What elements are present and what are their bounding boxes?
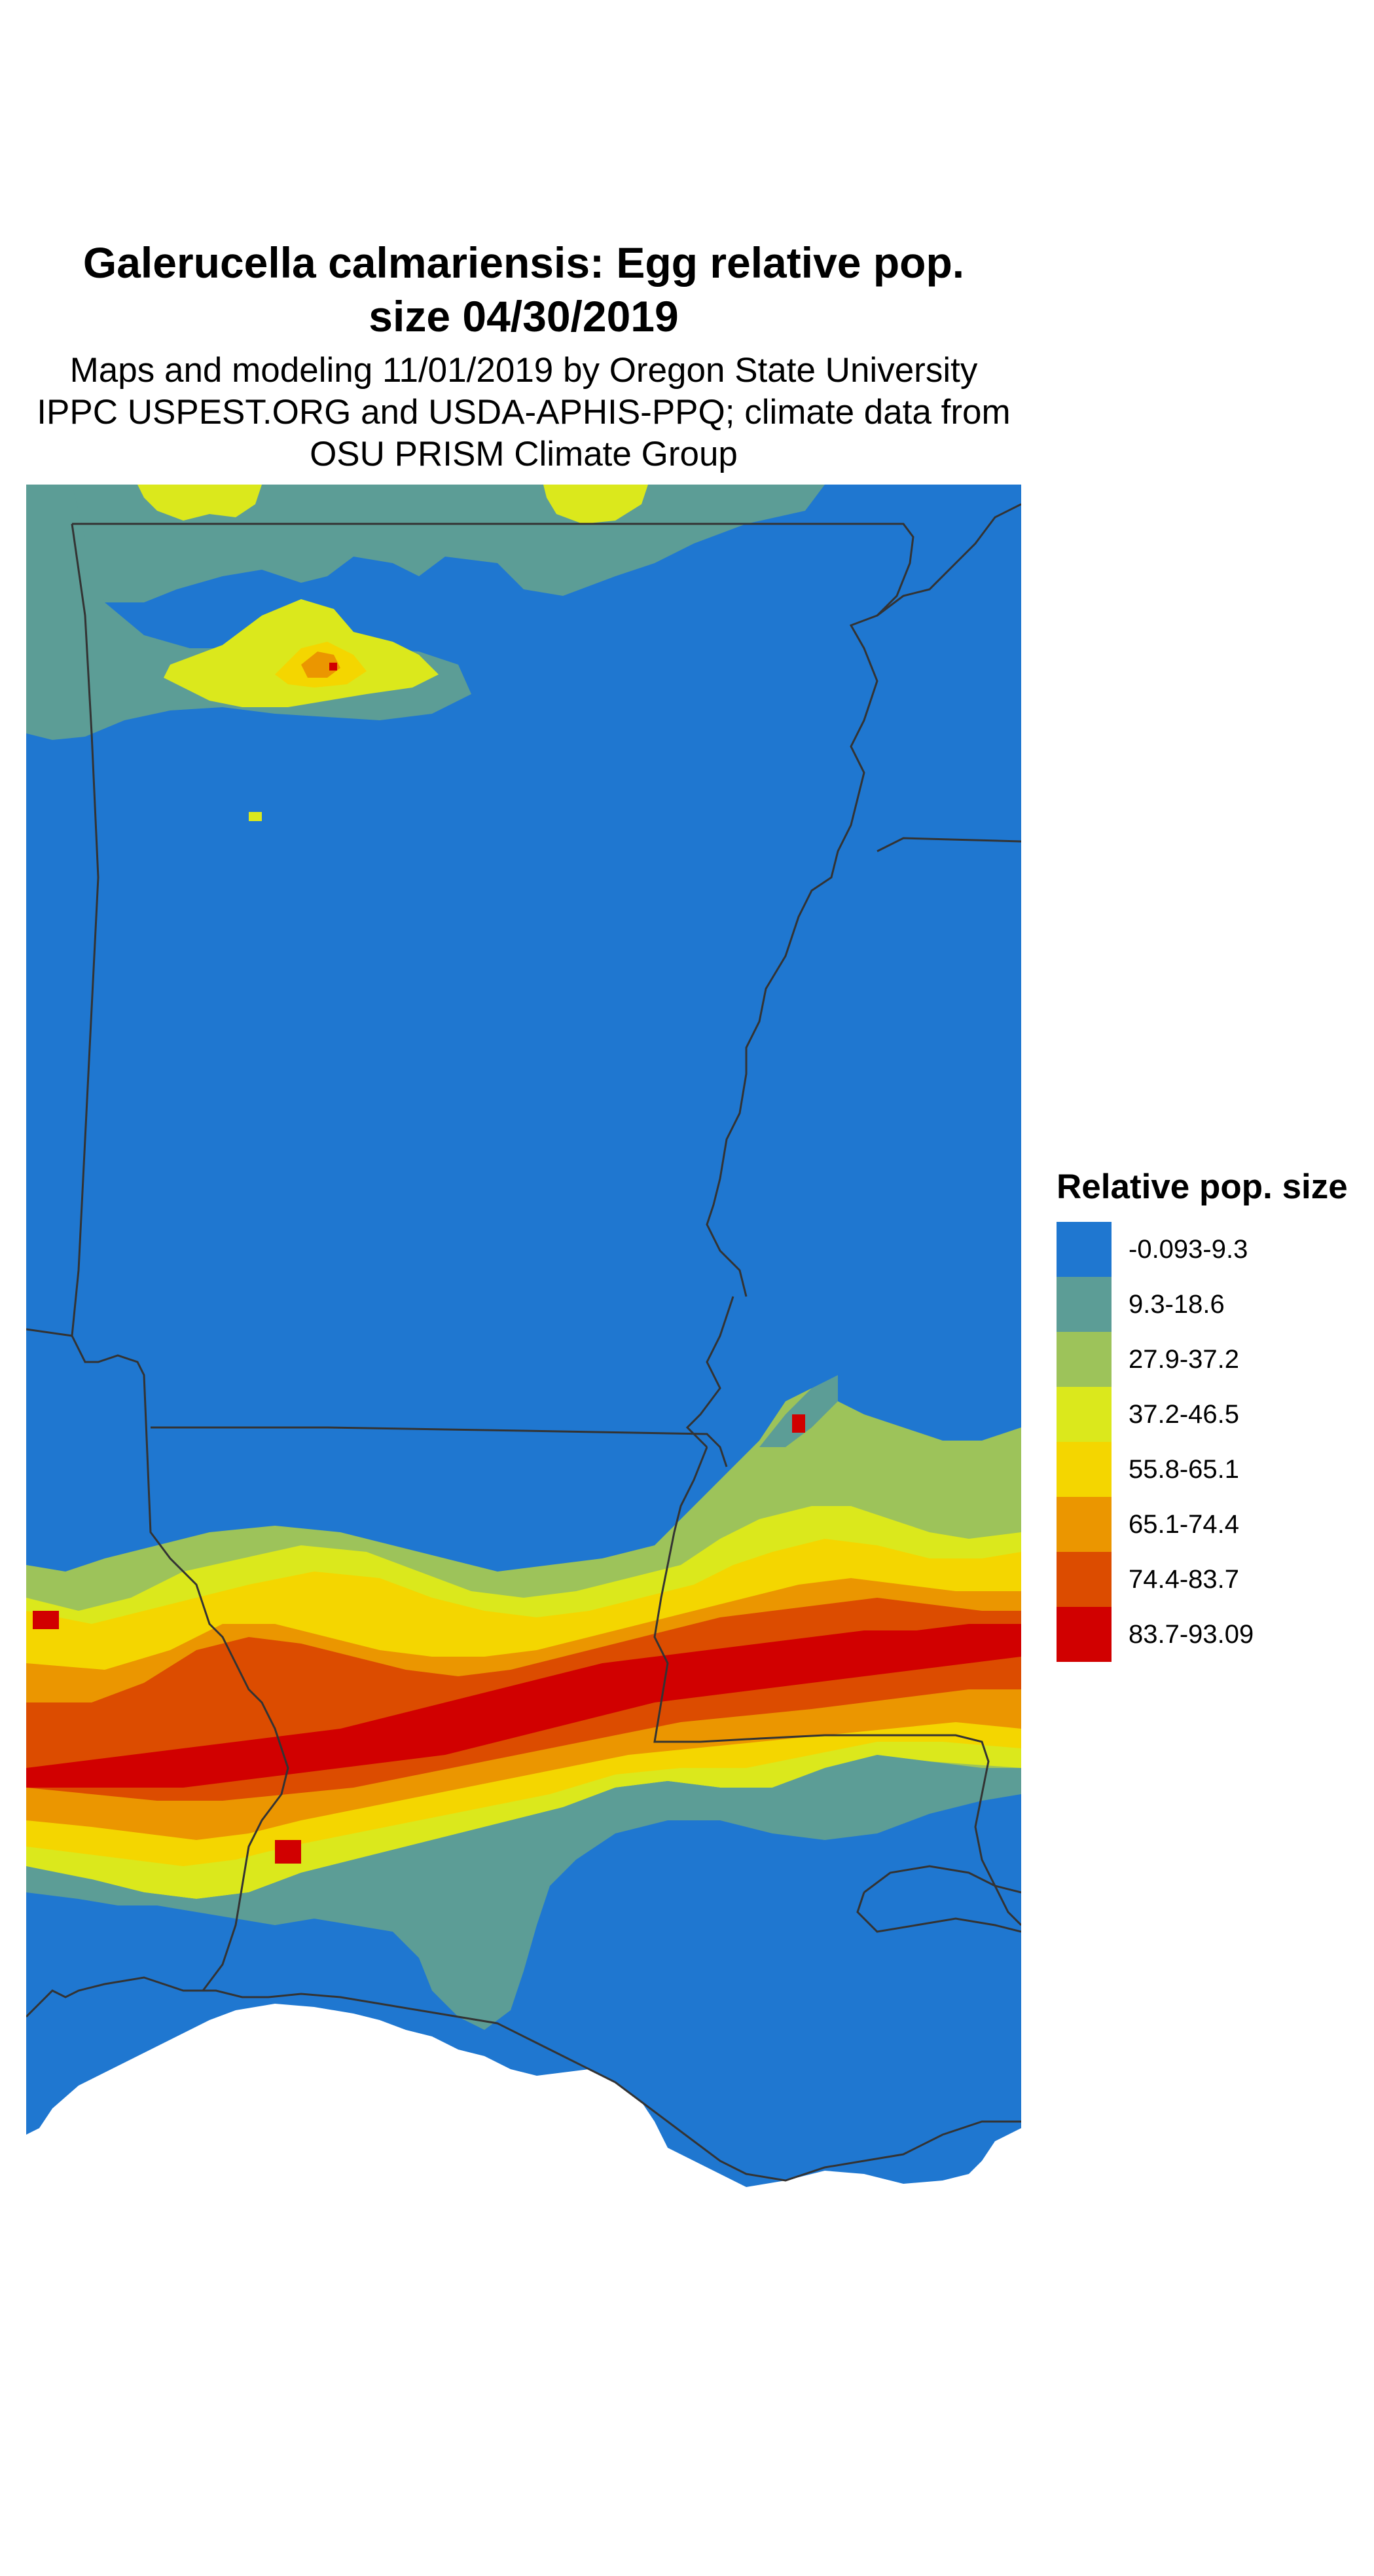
legend-label: 37.2-46.5 <box>1129 1400 1240 1429</box>
legend-item: -0.093-9.3 <box>1057 1222 1364 1277</box>
legend-swatch <box>1057 1387 1112 1442</box>
legend-item: 65.1-74.4 <box>1057 1497 1364 1552</box>
map-state-boundaries <box>26 503 1021 2182</box>
legend-item: 55.8-65.1 <box>1057 1442 1364 1497</box>
map-zone-hotspot-east-teal <box>759 1375 838 1447</box>
map-zone-ozark-red <box>329 663 337 671</box>
map-zone-ozark-orange <box>301 652 340 678</box>
map-zone-coastal-teal <box>26 1755 1021 2030</box>
legend-label: 27.9-37.2 <box>1129 1345 1240 1374</box>
legend-label: 83.7-93.09 <box>1129 1620 1254 1649</box>
legend-label: -0.093-9.3 <box>1129 1235 1248 1264</box>
map-subtitle-line1: Maps and modeling 11/01/2019 by Oregon S… <box>69 351 978 390</box>
map-raster <box>26 485 1021 2187</box>
map-title-line1: Galerucella calmariensis: Egg relative p… <box>82 238 965 287</box>
legend-swatch <box>1057 1277 1112 1332</box>
map-subtitle-line2: IPPC USPEST.ORG and USDA-APHIS-PPQ; clim… <box>37 393 1011 432</box>
legend-item: 27.9-37.2 <box>1057 1332 1364 1387</box>
legend-swatch <box>1057 1497 1112 1552</box>
map-subtitle-line3: OSU PRISM Climate Group <box>310 435 738 473</box>
legend-title: Relative pop. size <box>1057 1168 1348 1206</box>
map-zone-north-yellow-east <box>543 485 648 524</box>
map-zone-south-red <box>26 1624 1021 1788</box>
legend-item: 74.4-83.7 <box>1057 1552 1364 1607</box>
legend-swatch <box>1057 1332 1112 1387</box>
legend-label: 9.3-18.6 <box>1129 1290 1225 1319</box>
legend-swatch <box>1057 1607 1112 1662</box>
map-zone-north-yellow-west <box>137 485 262 521</box>
legend-swatch <box>1057 1222 1112 1277</box>
map-zone-hotspot-east-red <box>792 1414 805 1433</box>
legend-item: 37.2-46.5 <box>1057 1387 1364 1442</box>
map-zone-ozark-dot <box>249 812 262 821</box>
map-zone-hotspot-west <box>33 1611 59 1629</box>
legend-label: 55.8-65.1 <box>1129 1455 1240 1484</box>
legend-swatch <box>1057 1442 1112 1497</box>
legend-label: 74.4-83.7 <box>1129 1565 1240 1594</box>
legend-swatch <box>1057 1552 1112 1607</box>
map-title-line2: size 04/30/2019 <box>369 292 679 340</box>
legend-item: 9.3-18.6 <box>1057 1277 1364 1332</box>
legend-label: 65.1-74.4 <box>1129 1510 1240 1539</box>
map-zone-north-teal <box>65 485 825 602</box>
map-zone-hotspot-center <box>275 1840 301 1864</box>
legend: -0.093-9.3 9.3-18.6 27.9-37.2 37.2-46.5 55.8… <box>1057 1222 1364 1662</box>
legend-item: 83.7-93.09 <box>1057 1607 1364 1662</box>
